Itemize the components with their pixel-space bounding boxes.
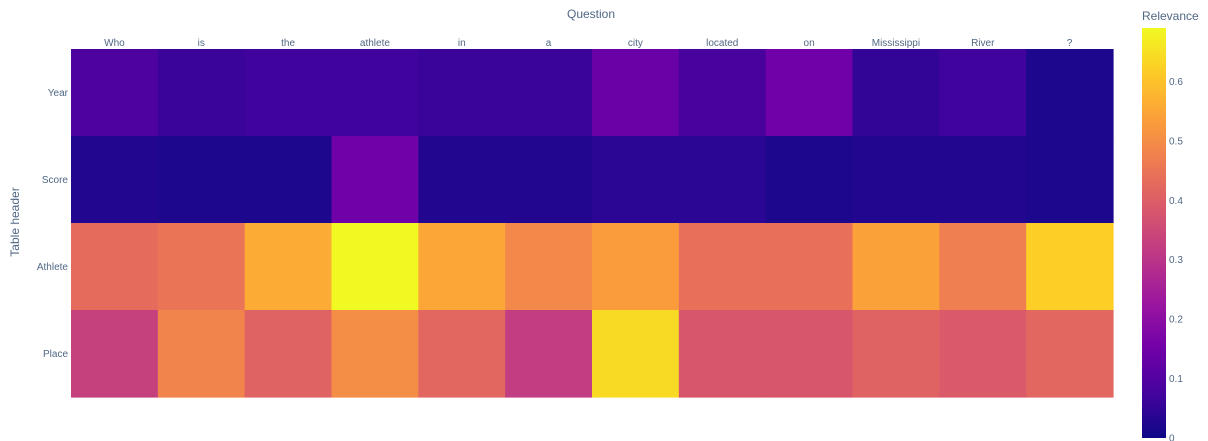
x-tick-label: ?	[1067, 38, 1073, 49]
y-axis-title: Table header	[8, 187, 22, 256]
heatmap-cell-athlete-0	[71, 223, 159, 311]
heatmap-cell-year-5	[505, 49, 593, 137]
colorbar-tick-label: 0.1	[1169, 374, 1183, 385]
heatmap-cell-athlete-10	[939, 223, 1027, 311]
heatmap-cell-place-11	[1026, 310, 1114, 398]
heatmap-cell-athlete-3	[331, 223, 419, 311]
heatmap-cell-year-10	[939, 49, 1027, 137]
heatmap-cell-athlete-11	[1026, 223, 1114, 311]
heatmap-cell-score-7	[678, 136, 767, 224]
heatmap-cell-place-9	[852, 310, 940, 398]
y-tick-label: Year	[48, 88, 69, 99]
x-tick-label: athlete	[360, 38, 390, 49]
heatmap-cell-place-6	[592, 310, 680, 398]
heatmap-cell-athlete-2	[244, 223, 333, 311]
heatmap-cell-score-10	[939, 136, 1027, 224]
colorbar-tick-label: 0.4	[1169, 196, 1183, 207]
x-tick-label: the	[281, 38, 295, 49]
x-tick-label: is	[198, 38, 205, 49]
colorbar-tick-label: 0.6	[1169, 77, 1183, 88]
heatmap-cell-year-3	[331, 49, 419, 137]
x-tick-label: city	[628, 38, 643, 49]
heatmap-cell-year-11	[1026, 49, 1114, 137]
heatmap-cell-place-10	[939, 310, 1027, 398]
colorbar-title: Relevance	[1142, 9, 1199, 23]
x-tick-label: in	[458, 38, 466, 49]
x-tick-label: a	[546, 38, 552, 49]
y-tick-label: Place	[43, 349, 68, 360]
heatmap-cell-score-6	[592, 136, 680, 224]
colorbar-tick-label: 0.2	[1169, 315, 1183, 326]
heatmap-cell-score-3	[331, 136, 419, 224]
heatmap-cell-place-5	[505, 310, 593, 398]
heatmap-cell-year-7	[678, 49, 767, 137]
y-tick-label: Athlete	[37, 262, 69, 273]
heatmap-cell-score-0	[71, 136, 159, 224]
heatmap-cell-score-11	[1026, 136, 1114, 224]
heatmap-cell-athlete-1	[157, 223, 246, 311]
x-tick-label: River	[971, 38, 995, 49]
y-tick-labels: Year Score Athlete Place	[37, 88, 69, 360]
x-tick-labels: Who is the athlete in a city located on Mississip…	[104, 38, 1073, 49]
heatmap-cell-year-0	[71, 49, 159, 137]
x-tick-label: Mississippi	[872, 38, 920, 49]
x-tick-label: on	[804, 38, 815, 49]
colorbar-tick-label: 0	[1169, 434, 1175, 441]
heatmap-cell-place-7	[678, 310, 767, 398]
heatmap-cell-year-6	[592, 49, 680, 137]
heatmap-cell-year-1	[157, 49, 246, 137]
colorbar	[1142, 28, 1166, 438]
heatmap-cell-place-4	[418, 310, 506, 398]
heatmap-cell-score-1	[157, 136, 246, 224]
heatmap-cell-score-5	[505, 136, 593, 224]
heatmap-cell-year-4	[418, 49, 506, 137]
heatmap-cell-year-8	[765, 49, 854, 137]
heatmap-cell-place-1	[157, 310, 246, 398]
colorbar-ticks: 0 0.1 0.2 0.3 0.4 0.5 0.6	[1169, 77, 1183, 441]
heatmap-cell-score-8	[765, 136, 854, 224]
x-axis-title: Question	[567, 7, 615, 21]
heatmap-cell-place-0	[71, 310, 159, 398]
x-tick-label: located	[706, 38, 738, 49]
y-tick-label: Score	[42, 175, 69, 186]
x-tick-label: Who	[104, 38, 125, 49]
colorbar-tick-label: 0.3	[1169, 255, 1183, 266]
heatmap-cell-score-2	[244, 136, 333, 224]
heatmap-cell-year-9	[852, 49, 940, 137]
heatmap-cell-year-2	[244, 49, 333, 137]
heatmap-cell-athlete-5	[505, 223, 593, 311]
heatmap-cell-athlete-7	[678, 223, 767, 311]
heatmap-cell-athlete-9	[852, 223, 940, 311]
heatmap-cell-place-2	[244, 310, 333, 398]
heatmap-cell-place-8	[765, 310, 854, 398]
heatmap-cells	[71, 49, 1114, 398]
colorbar-tick-label: 0.5	[1169, 136, 1183, 147]
heatmap-cell-athlete-8	[765, 223, 854, 311]
heatmap-cell-score-4	[418, 136, 506, 224]
heatmap-cell-athlete-4	[418, 223, 506, 311]
heatmap-cell-score-9	[852, 136, 940, 224]
heatmap-cell-place-3	[331, 310, 419, 398]
heatmap-cell-athlete-6	[592, 223, 680, 311]
